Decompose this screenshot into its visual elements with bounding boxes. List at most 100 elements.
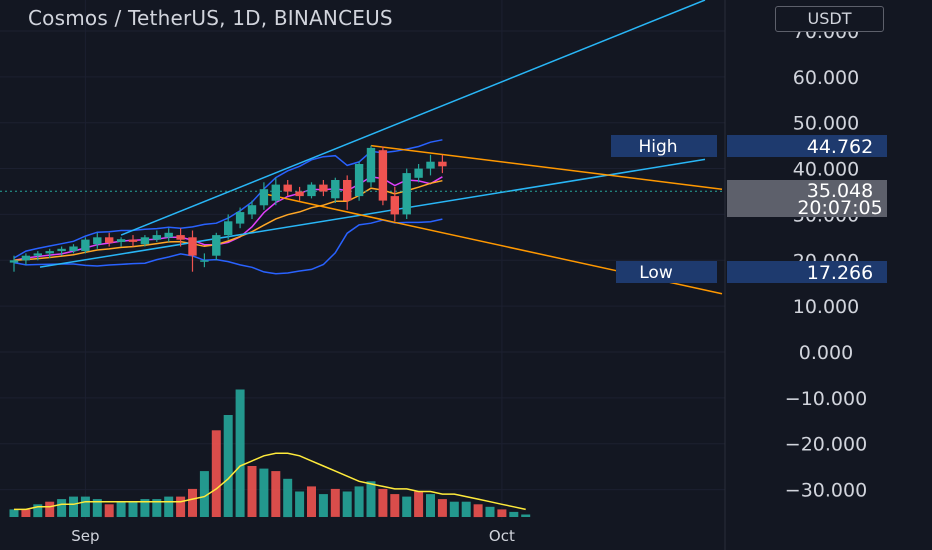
volume-bar xyxy=(271,471,281,517)
low-label: Low xyxy=(639,263,673,283)
high-tag: High 44.762 xyxy=(611,135,887,158)
volume-bar xyxy=(318,494,328,517)
price-axis: 70.00060.00050.00040.00030.00020.00010.0… xyxy=(785,21,867,502)
candle-body xyxy=(81,239,90,252)
volume-bar xyxy=(21,509,31,517)
time-axis: Sep Oct xyxy=(71,527,515,545)
countdown: 20:07:05 xyxy=(797,197,882,219)
candle-body xyxy=(21,255,31,261)
volume-bar xyxy=(307,486,316,517)
candle-body xyxy=(331,180,340,199)
volume-bar xyxy=(426,494,435,517)
candle-body xyxy=(283,184,292,192)
chart-grid xyxy=(0,0,725,520)
candle-body xyxy=(9,260,19,263)
volume-bar xyxy=(402,496,412,517)
low-tag: Low 17.266 xyxy=(616,261,887,284)
candle-body xyxy=(426,161,435,169)
chart-title: Cosmos / TetherUS, 1D, BINANCEUS xyxy=(28,6,393,30)
volume-bar xyxy=(128,501,138,517)
x-tick-label: Sep xyxy=(71,527,99,545)
low-value: 17.266 xyxy=(807,262,873,284)
current-price: 35.048 xyxy=(807,180,873,202)
volume-bar xyxy=(259,468,269,517)
y-tick-label: 50.000 xyxy=(793,113,859,135)
volume-bar xyxy=(390,494,400,517)
volume-bar xyxy=(247,466,257,517)
candle-body xyxy=(188,237,197,256)
volume-bar xyxy=(366,481,376,517)
candlesticks xyxy=(9,145,447,272)
volume-bar xyxy=(330,488,340,517)
candle-body xyxy=(259,189,269,206)
y-tick-label: 10.000 xyxy=(793,296,859,318)
volume-bar xyxy=(223,415,233,517)
volume-bar xyxy=(92,499,102,517)
volume-bar xyxy=(211,430,221,517)
volume-bar xyxy=(164,496,174,517)
volume-bar xyxy=(378,488,388,517)
bollinger-lower-band xyxy=(13,218,443,275)
volume-bar xyxy=(354,486,364,517)
volume-bar xyxy=(437,499,447,517)
y-tick-label: 40.000 xyxy=(793,159,859,181)
volume-moving-average-line xyxy=(14,452,526,511)
candle-body xyxy=(33,253,42,256)
volume-bar xyxy=(235,389,245,517)
candle-body xyxy=(366,147,376,183)
volume-bar xyxy=(80,496,90,517)
candle-body xyxy=(105,237,114,243)
candle-body xyxy=(378,150,388,201)
x-tick-label: Oct xyxy=(489,527,515,545)
candle-body xyxy=(319,184,328,192)
volume-bar xyxy=(33,504,43,518)
candle-body xyxy=(152,235,161,240)
candle-body xyxy=(128,239,138,242)
volume-bar xyxy=(188,488,197,517)
y-tick-label: −30.000 xyxy=(785,480,867,502)
high-label: High xyxy=(638,137,677,157)
high-value: 44.762 xyxy=(807,136,873,158)
candle-body xyxy=(200,260,209,262)
volume-bar xyxy=(473,504,483,518)
candle-body xyxy=(164,232,173,238)
currency-button[interactable]: USDT xyxy=(775,6,884,32)
candle-body xyxy=(116,239,126,242)
candle-body xyxy=(307,184,316,197)
candle-body xyxy=(176,235,185,240)
y-tick-label: 0.000 xyxy=(799,342,853,364)
candle-body xyxy=(414,168,423,178)
candle-body xyxy=(438,161,447,167)
volume-bar xyxy=(485,506,495,517)
volume-bars xyxy=(9,389,531,518)
volume-bar xyxy=(140,499,150,517)
ascending-trendline xyxy=(120,0,706,236)
volume-bar xyxy=(461,501,471,517)
volume-bar xyxy=(9,509,19,517)
descending-channel-upper-line xyxy=(370,144,723,190)
candle-body xyxy=(93,237,102,245)
current-price-tag: 35.048 20:07:05 xyxy=(727,180,887,219)
y-tick-label: −20.000 xyxy=(785,434,867,456)
candle-body xyxy=(343,180,352,201)
candle-body xyxy=(45,251,54,254)
support-trendline xyxy=(39,158,706,268)
volume-bar xyxy=(449,501,459,517)
volume-bar xyxy=(521,514,531,517)
candle-body xyxy=(69,246,78,252)
volume-bar xyxy=(57,499,67,517)
volume-bar xyxy=(509,511,519,517)
volume-bar xyxy=(199,471,209,517)
volume-bar xyxy=(104,504,114,518)
volume-bar xyxy=(45,501,55,517)
volume-bar xyxy=(414,491,424,517)
y-tick-label: −10.000 xyxy=(785,388,867,410)
volume-bar xyxy=(152,499,162,517)
candle-body xyxy=(295,191,304,197)
candle-body xyxy=(140,237,150,245)
volume-bar xyxy=(69,496,78,517)
candle-body xyxy=(402,173,411,215)
candle-body xyxy=(235,212,245,224)
volume-bar xyxy=(497,509,507,517)
